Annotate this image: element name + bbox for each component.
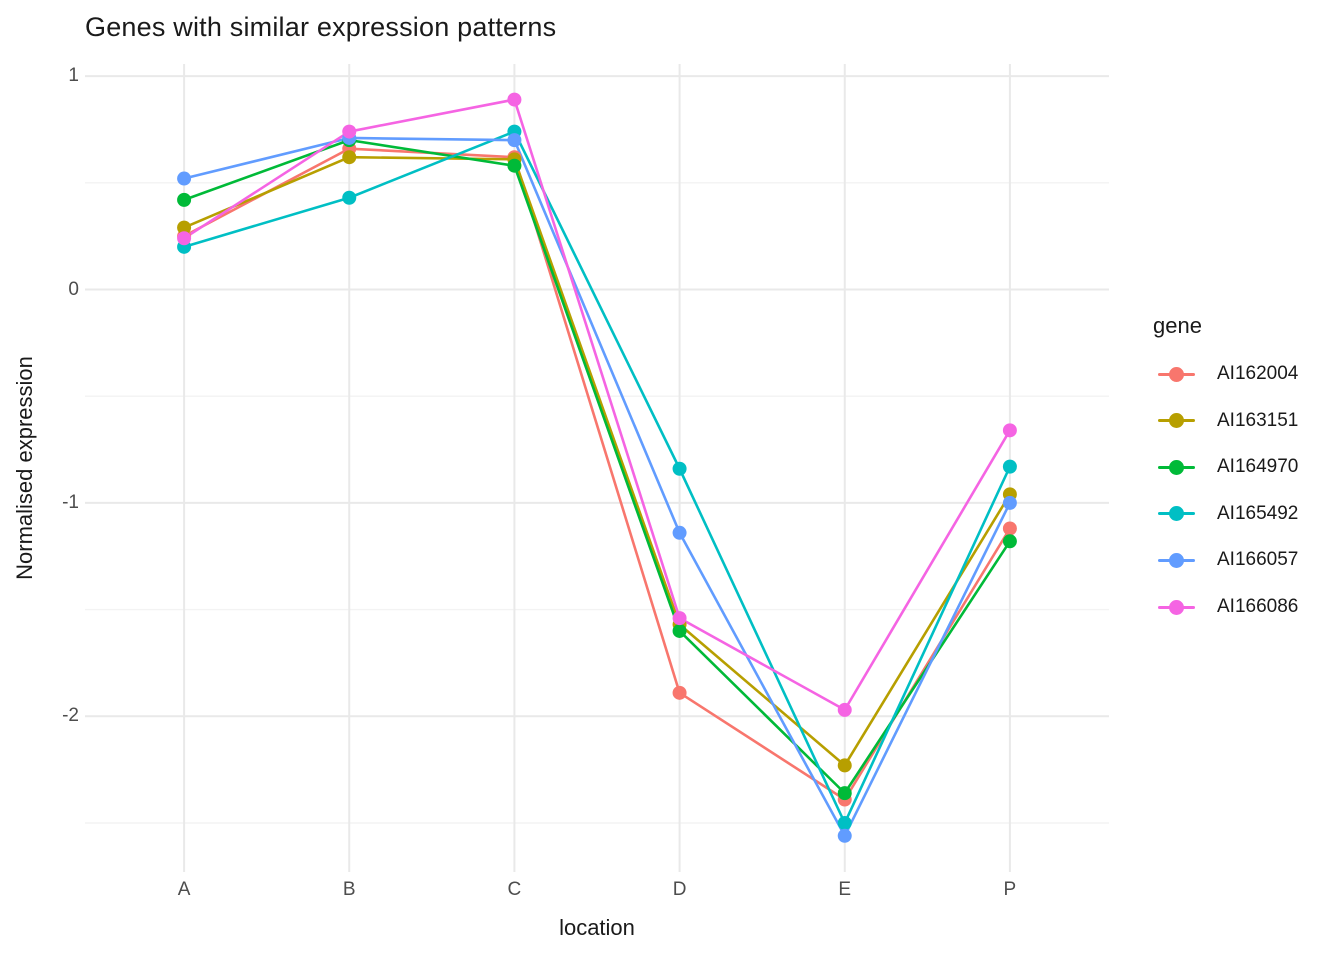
x-tick-label: A	[177, 879, 191, 900]
data-point-AI165492-P	[1002, 459, 1017, 474]
legend-item-AI166086: AI166086	[1153, 584, 1298, 630]
x-tick-label: P	[1003, 879, 1017, 900]
data-point-AI165492-E	[837, 816, 852, 830]
x-axis-title: location	[559, 915, 635, 940]
series-line-AI166057	[182, 136, 1012, 838]
series-line-AI166086	[182, 98, 1012, 712]
data-point-AI164970-E	[837, 786, 852, 801]
data-point-AI163151-A	[177, 220, 192, 235]
data-point-AI166086-B	[342, 124, 357, 139]
legend-item-label: AI166086	[1217, 596, 1299, 617]
series-line-AI162004	[182, 147, 1012, 801]
legend-item-label: AI162004	[1217, 363, 1299, 384]
y-tick-label: 1	[68, 65, 79, 87]
data-point-AI166086-A	[177, 231, 192, 246]
data-point-AI164970-D	[672, 623, 687, 638]
legend-key-glyph	[1158, 599, 1195, 615]
legend-item-AI162004: AI162004	[1153, 351, 1298, 397]
legend-item-AI166057: AI166057	[1153, 537, 1298, 583]
data-point-AI166086-D	[672, 611, 687, 626]
x-tick-label: D	[672, 879, 687, 900]
data-point-AI163151-B	[342, 150, 357, 165]
legend-key-glyph	[1158, 413, 1195, 429]
legend-key-glyph	[1158, 506, 1195, 522]
data-point-AI164970-P	[1002, 534, 1017, 549]
series-line-AI165492	[182, 130, 1012, 825]
x-tick-label: B	[342, 879, 356, 900]
data-point-AI166057-D	[672, 525, 687, 540]
series-line-AI163151	[182, 155, 1012, 767]
legend-item-AI163151: AI163151	[1153, 398, 1298, 444]
data-point-AI166086-P	[1002, 423, 1017, 438]
data-point-AI166057-A	[177, 171, 192, 186]
data-point-AI166057-E	[837, 828, 852, 843]
data-point-AI166057-P	[1002, 495, 1017, 510]
legend-key-dot	[1169, 552, 1184, 568]
data-point-AI163151-E	[837, 758, 852, 773]
legend-key-dot	[1169, 506, 1184, 522]
legend-key-dot	[1169, 459, 1184, 475]
legend-title: gene	[1153, 313, 1202, 338]
y-tick-label: 0	[68, 278, 79, 300]
data-point-AI162004-P	[1002, 521, 1017, 536]
data-point-AI164970-C	[507, 158, 522, 173]
legend-item-label: AI166057	[1217, 549, 1299, 571]
data-point-AI162004-D	[672, 685, 687, 700]
legend-key-dot	[1169, 599, 1184, 615]
legend-item-label: AI165492	[1217, 502, 1299, 524]
x-tick-label: C	[507, 879, 522, 900]
x-tick-label: E	[838, 879, 852, 900]
legend-item-label: AI164970	[1217, 456, 1299, 478]
data-point-AI165492-B	[342, 190, 357, 205]
legend-item-AI164970: AI164970	[1153, 444, 1298, 490]
legend-key-dot	[1169, 413, 1184, 429]
y-tick-label: -2	[62, 705, 79, 727]
data-point-AI164970-A	[177, 192, 192, 207]
legend-item-label: AI163151	[1217, 409, 1299, 431]
data-point-AI166086-C	[507, 92, 522, 107]
data-point-AI166057-C	[507, 133, 522, 148]
data-point-AI166086-E	[837, 702, 852, 717]
y-tick-label: -1	[62, 491, 79, 513]
data-point-AI165492-D	[672, 461, 687, 476]
legend-item-AI165492: AI165492	[1153, 491, 1298, 537]
y-axis-title: Normalised expression	[12, 356, 37, 580]
legend-key-dot	[1169, 366, 1184, 382]
chart-title: Genes with similar expression patterns	[85, 12, 557, 42]
legend-key-glyph	[1158, 552, 1195, 568]
legend-key-glyph	[1158, 366, 1195, 382]
legend-key-glyph	[1158, 459, 1195, 475]
